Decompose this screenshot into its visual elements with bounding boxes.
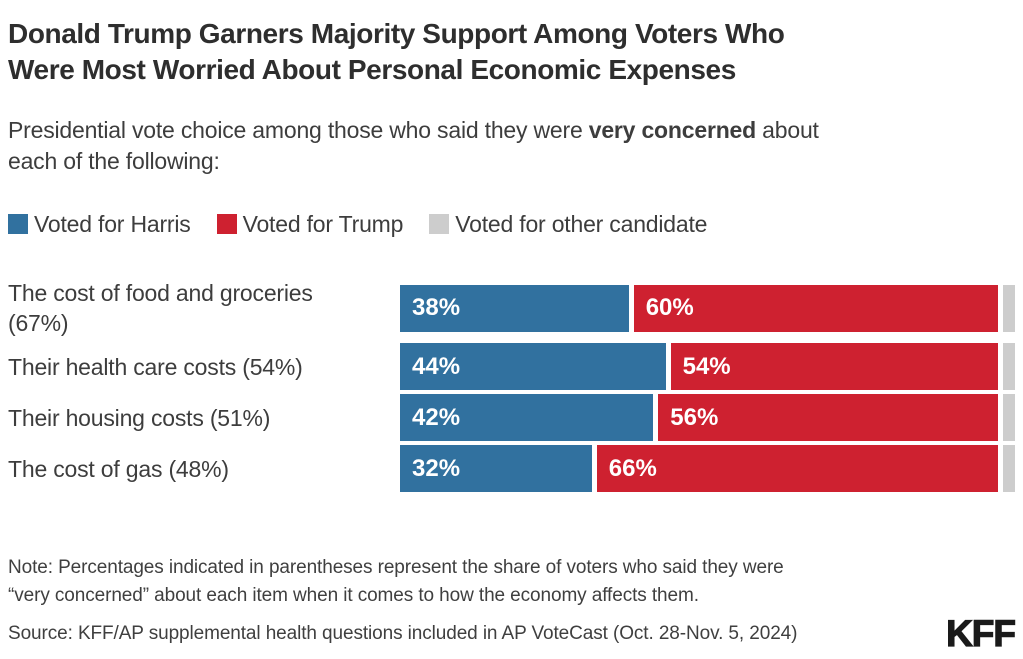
row-label-housing: Their housing costs (51%) [8, 404, 271, 431]
bar-segment-harris: 32% [400, 445, 597, 492]
legend-item-other: Voted for other candidate [429, 211, 707, 238]
kff-logo: KFF [945, 613, 1016, 654]
bar-segment-trump: 56% [658, 394, 1003, 441]
page-title-line1: Donald Trump Garners Majority Support Am… [8, 18, 785, 49]
bar-value-label-trump: 60% [645, 294, 694, 321]
legend-label-harris: Voted for Harris [34, 210, 191, 237]
subtitle-emphasis: very concerned [588, 117, 756, 143]
bar-chart: The cost of food and groceries (67%) 38%… [8, 275, 1015, 494]
bar-segment-other [1002, 343, 1015, 390]
bar-segment-harris: 44% [400, 343, 671, 390]
harris-swatch-icon [8, 214, 28, 234]
bar-value-label-harris: 42% [412, 403, 461, 431]
bar-value-label-trump: 56% [670, 403, 719, 431]
page-title: Donald Trump Garners Majority Support Am… [8, 16, 1015, 88]
bar-gas: 32% 66% [400, 445, 1015, 492]
bar-segment-harris: 42% [400, 394, 659, 441]
footnote-line1: Note: Percentages indicated in parenthes… [8, 557, 784, 578]
trump-swatch-icon [216, 214, 237, 234]
subtitle-suffix: about [755, 117, 819, 143]
bar-segment-harris: 38% [400, 284, 634, 332]
legend-label-trump: Voted for Trump [242, 210, 404, 237]
row-label-food: The cost of food and groceries (67%) [8, 280, 313, 336]
bar-segment-trump: 66% [596, 445, 1003, 492]
chart-subtitle: Presidential vote choice among those who… [8, 115, 1015, 177]
bar-housing: 42% 56% [400, 394, 1015, 441]
bar-food: 38% 60% [400, 284, 1015, 332]
source-row: Source: KFF/AP supplemental health quest… [8, 613, 1017, 654]
bar-value-label-harris: 32% [412, 454, 461, 482]
subtitle-prefix: Presidential vote choice among those who… [8, 117, 589, 143]
bar-segment-trump: 54% [670, 343, 1003, 390]
bar-segment-other [1002, 445, 1015, 492]
source-text: Source: KFF/AP supplemental health quest… [8, 623, 798, 644]
bar-segment-trump: 60% [633, 284, 1003, 332]
bar-value-label-harris: 38% [412, 294, 461, 321]
chart-row-gas: The cost of gas (48%) 32% 66% [8, 443, 1015, 494]
chart-row-food: The cost of food and groceries (67%) 38%… [8, 275, 1015, 341]
bar-healthcare: 44% 54% [400, 343, 1015, 390]
footnote-line2: “very concerned” about each item when it… [8, 585, 699, 606]
bar-value-label-harris: 44% [412, 352, 461, 380]
bar-segment-other [1002, 284, 1015, 332]
legend-item-trump: Voted for Trump [216, 210, 404, 238]
other-swatch-icon [429, 214, 450, 234]
bar-value-label-trump: 66% [608, 454, 657, 482]
footnote: Note: Percentages indicated in parenthes… [8, 554, 1015, 610]
legend-label-other: Voted for other candidate [455, 210, 708, 237]
subtitle-line2: each of the following: [8, 148, 220, 174]
chart-row-housing: Their housing costs (51%) 42% 56% [8, 392, 1015, 443]
legend-item-harris: Voted for Harris [8, 211, 191, 238]
row-label-gas: The cost of gas (48%) [8, 455, 229, 482]
bar-value-label-trump: 54% [682, 352, 731, 380]
legend: Voted for Harris Voted for Trump Voted f… [8, 210, 1015, 238]
bar-segment-other [1002, 394, 1015, 441]
row-label-healthcare: Their health care costs (54%) [8, 353, 303, 380]
chart-row-healthcare: Their health care costs (54%) 44% 54% [8, 341, 1015, 392]
page-title-line2: Were Most Worried About Personal Economi… [8, 54, 736, 85]
